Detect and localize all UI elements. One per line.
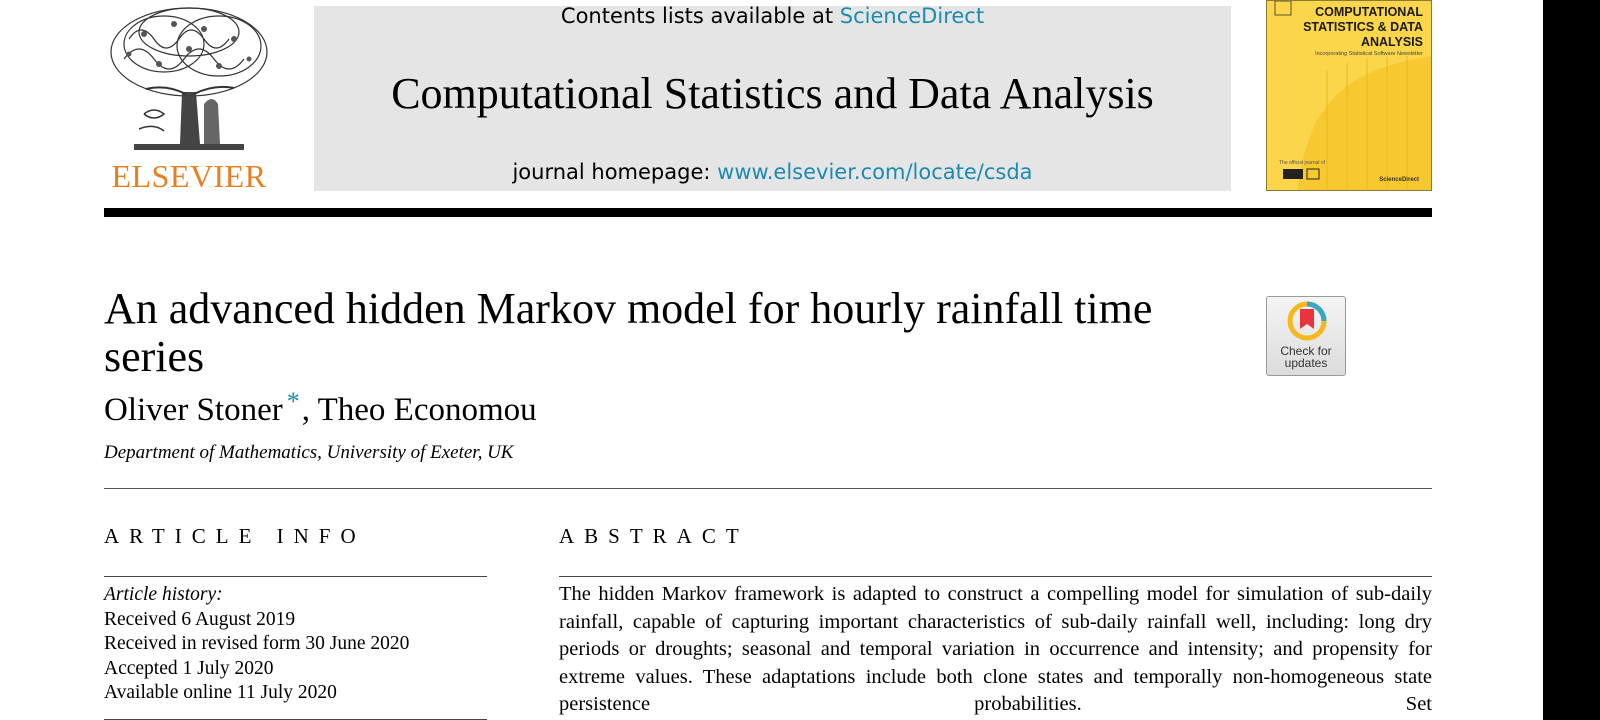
cover-small-text: The official journal of	[1279, 160, 1326, 166]
abstract-heading: ABSTRACT	[559, 524, 749, 548]
cover-footer: ScienceDirect	[1379, 177, 1419, 183]
abstract-rule	[559, 576, 1432, 577]
title-divider	[104, 488, 1432, 489]
history-label: Article history:	[104, 584, 223, 605]
journal-banner	[314, 6, 1231, 191]
author-oliver-stoner[interactable]: Oliver Stoner	[104, 392, 283, 428]
check-updates-label: Check for updates	[1280, 344, 1332, 370]
viewer-edge-bar	[1543, 0, 1600, 720]
homepage-line: journal homepage: www.elsevier.com/locat…	[314, 160, 1231, 184]
journal-cover-thumbnail[interactable]: COMPUTATIONAL STATISTICS & DATA ANALYSIS…	[1266, 0, 1432, 191]
article-info-heading: ARTICLE INFO	[104, 524, 366, 548]
homepage-link[interactable]: www.elsevier.com/locate/csda	[717, 160, 1033, 184]
article-title: An advanced hidden Markov model for hour…	[104, 284, 1153, 381]
contents-line: Contents lists available at ScienceDirec…	[314, 4, 1231, 28]
cover-title: COMPUTATIONAL STATISTICS & DATA ANALYSIS	[1303, 5, 1423, 49]
received-date: Received 6 August 2019	[104, 608, 296, 630]
abstract-text: The hidden Markov framework is adapted t…	[559, 583, 1432, 715]
check-for-updates-badge[interactable]	[1266, 296, 1346, 376]
author-theo-economou[interactable]: , Theo Economou	[301, 392, 537, 428]
elsevier-tree-logo	[104, 4, 274, 192]
sciencedirect-link[interactable]: ScienceDirect	[839, 4, 985, 28]
article-info-rule-top	[104, 576, 487, 577]
corresponding-author-mark[interactable]: *	[286, 387, 300, 416]
contents-prefix: Contents lists available at	[560, 4, 834, 28]
online-date: Available online 11 July 2020	[104, 682, 337, 703]
homepage-prefix: journal homepage:	[512, 160, 711, 184]
check-updates-icon	[1287, 301, 1327, 341]
article-history: Article history: Received 6 August 2019 …	[104, 583, 409, 706]
elsevier-wordmark: ELSEVIER	[111, 158, 267, 194]
journal-title: Computational Statistics and Data Analys…	[391, 69, 1154, 118]
author-affiliation: Department of Mathematics, University of…	[104, 442, 514, 463]
author-list: Oliver Stoner *, Theo Economou	[104, 387, 537, 429]
header-divider	[104, 208, 1432, 217]
cover-subtitle: Incorporating Statistical Software Newsl…	[1315, 51, 1423, 57]
accepted-date: Accepted 1 July 2020	[104, 657, 274, 679]
revised-date: Received in revised form 30 June 2020	[104, 633, 410, 654]
